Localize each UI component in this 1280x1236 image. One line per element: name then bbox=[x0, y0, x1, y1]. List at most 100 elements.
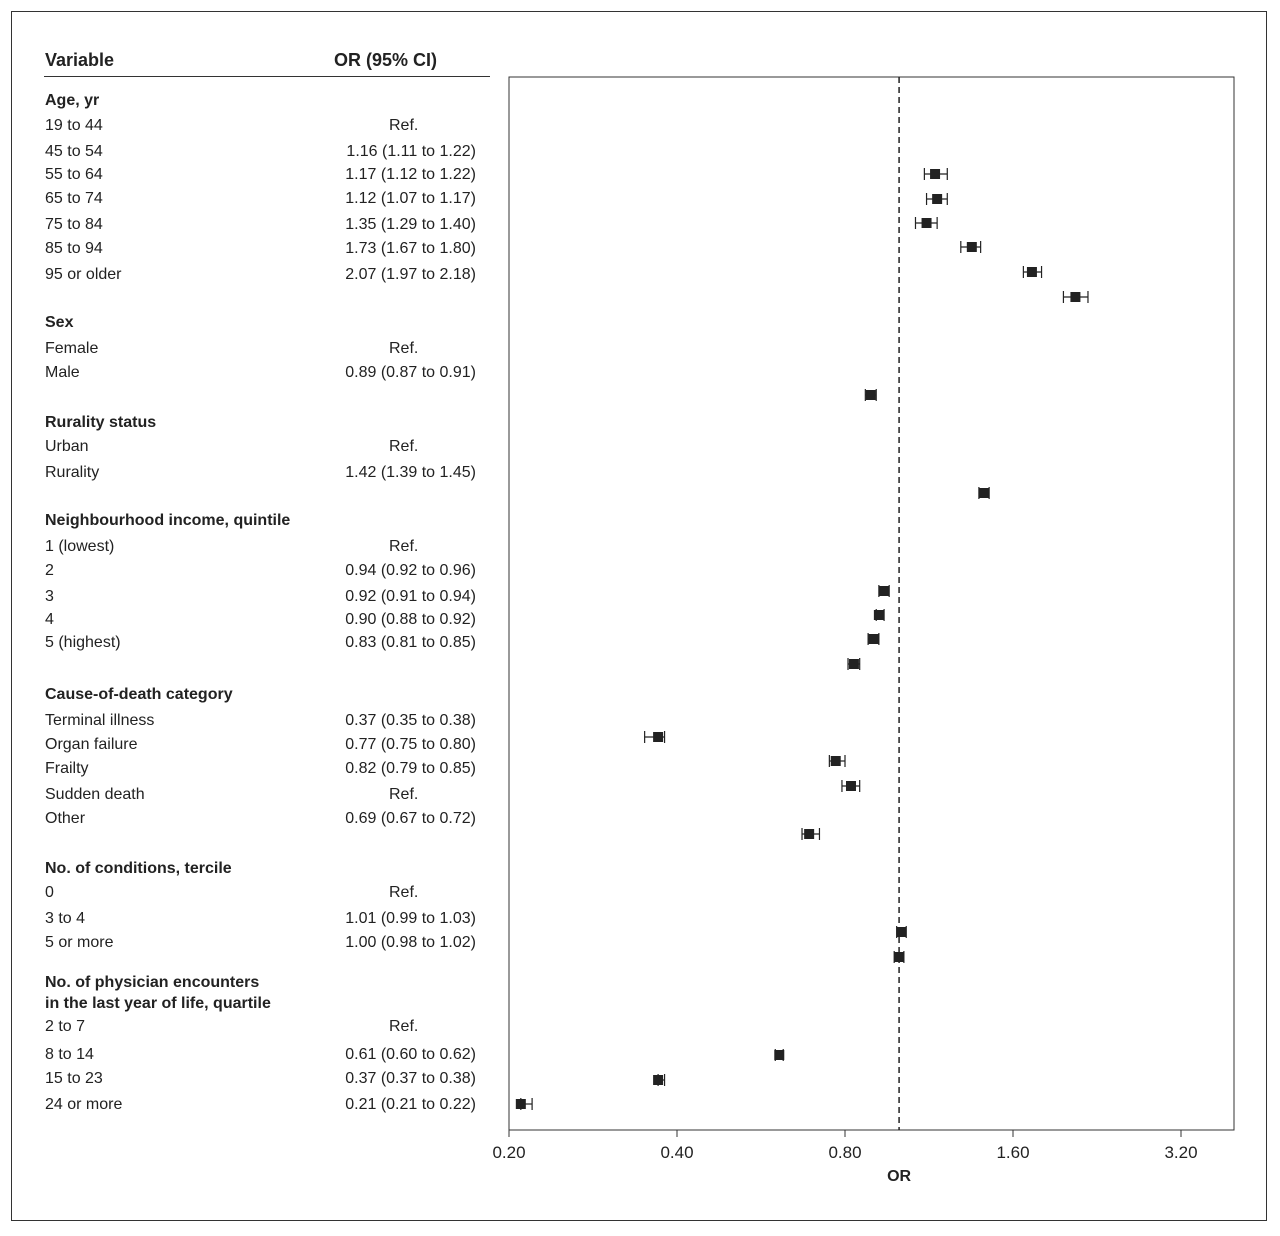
variable-label: 3 bbox=[45, 588, 54, 605]
forest-point bbox=[847, 658, 861, 670]
variable-label: 19 to 44 bbox=[45, 117, 103, 134]
group-heading: Cause-of-death category bbox=[45, 686, 233, 703]
variable-label: 8 to 14 bbox=[45, 1046, 94, 1063]
forest-point bbox=[828, 755, 846, 767]
or-ci-value: 0.21 (0.21 to 0.22) bbox=[345, 1096, 476, 1113]
group-heading: Age, yr bbox=[45, 92, 100, 109]
variable-label: Organ failure bbox=[45, 736, 138, 753]
forest-point bbox=[923, 168, 948, 180]
or-point-marker bbox=[921, 218, 932, 228]
or-ci-value: 0.82 (0.79 to 0.85) bbox=[345, 760, 476, 777]
forest-point bbox=[867, 633, 880, 645]
variable-label: 24 or more bbox=[45, 1096, 123, 1113]
or-point-marker bbox=[653, 732, 664, 742]
variable-label: 95 or older bbox=[45, 266, 122, 283]
forest-point bbox=[1062, 291, 1089, 303]
variable-label: 15 to 23 bbox=[45, 1070, 103, 1087]
or-ci-value: 0.94 (0.92 to 0.96) bbox=[345, 562, 476, 579]
or-ci-value: 0.92 (0.91 to 0.94) bbox=[345, 588, 476, 605]
reference-label: Ref. bbox=[389, 340, 419, 357]
or-point-marker bbox=[515, 1099, 526, 1109]
group-heading: in the last year of life, quartile bbox=[45, 995, 271, 1012]
or-point-marker bbox=[930, 169, 941, 179]
variable-label: Urban bbox=[45, 438, 89, 455]
variable-label: 0 bbox=[45, 884, 54, 901]
or-ci-value: 2.07 (1.97 to 2.18) bbox=[345, 266, 476, 283]
variable-label: Sudden death bbox=[45, 786, 145, 803]
forest-point bbox=[878, 585, 890, 597]
variable-label: 3 to 4 bbox=[45, 910, 86, 927]
or-ci-value: 1.16 (1.11 to 1.22) bbox=[346, 143, 476, 160]
variable-label: 85 to 94 bbox=[45, 240, 103, 257]
forest-point bbox=[644, 731, 666, 743]
forest-point bbox=[978, 487, 990, 499]
variable-label: 65 to 74 bbox=[45, 190, 103, 207]
group-heading: No. of physician encounters bbox=[45, 974, 260, 991]
reference-label: Ref. bbox=[389, 538, 419, 555]
reference-label: Ref. bbox=[389, 786, 419, 803]
header-rule bbox=[44, 76, 490, 77]
or-point-marker bbox=[774, 1050, 785, 1060]
variable-label: 55 to 64 bbox=[45, 166, 103, 183]
or-ci-value: 0.37 (0.35 to 0.38) bbox=[345, 712, 476, 729]
or-ci-value: 1.42 (1.39 to 1.45) bbox=[345, 464, 476, 481]
reference-label: Ref. bbox=[389, 1018, 419, 1035]
or-point-marker bbox=[653, 1075, 664, 1085]
forest-point bbox=[653, 1074, 666, 1086]
forest-point bbox=[873, 609, 885, 621]
variable-label: 1 (lowest) bbox=[45, 538, 115, 555]
group-heading: Neighbourhood income, quintile bbox=[45, 512, 291, 529]
or-point-marker bbox=[804, 829, 815, 839]
x-tick-label: 3.20 bbox=[1164, 1143, 1197, 1162]
forest-point bbox=[841, 780, 861, 792]
or-ci-value: 0.90 (0.88 to 0.92) bbox=[345, 611, 476, 628]
forest-point bbox=[1022, 266, 1043, 278]
header-variable: Variable bbox=[45, 50, 115, 70]
forest-point bbox=[925, 193, 948, 205]
or-ci-value: 1.00 (0.98 to 1.02) bbox=[345, 934, 476, 951]
or-point-marker bbox=[979, 488, 990, 498]
or-point-marker bbox=[873, 610, 884, 620]
variable-label: 4 bbox=[45, 611, 54, 628]
variable-label: 2 bbox=[45, 562, 54, 579]
variable-label: Male bbox=[45, 364, 80, 381]
or-point-marker bbox=[896, 927, 907, 937]
variable-label: Terminal illness bbox=[45, 712, 155, 729]
forest-point bbox=[515, 1098, 533, 1110]
variable-label: Frailty bbox=[45, 760, 89, 777]
or-point-marker bbox=[868, 634, 879, 644]
or-point-marker bbox=[879, 586, 890, 596]
variable-label: 2 to 7 bbox=[45, 1018, 86, 1035]
forest-point bbox=[960, 241, 982, 253]
x-tick-label: 0.80 bbox=[828, 1143, 861, 1162]
or-ci-value: 1.17 (1.12 to 1.22) bbox=[345, 166, 476, 183]
x-axis-label: OR bbox=[887, 1168, 911, 1185]
or-point-marker bbox=[865, 390, 876, 400]
or-point-marker bbox=[848, 659, 859, 669]
reference-label: Ref. bbox=[389, 438, 419, 455]
or-ci-value: 1.73 (1.67 to 1.80) bbox=[345, 240, 476, 257]
forest-marks bbox=[515, 168, 1089, 1110]
variable-label: Rurality bbox=[45, 464, 100, 481]
forest-point bbox=[896, 926, 907, 938]
or-ci-value: 1.35 (1.29 to 1.40) bbox=[345, 216, 476, 233]
or-ci-value: 0.77 (0.75 to 0.80) bbox=[345, 736, 476, 753]
variable-label: Other bbox=[45, 810, 86, 827]
forest-point bbox=[914, 217, 938, 229]
or-point-marker bbox=[932, 194, 943, 204]
group-heading: No. of conditions, tercile bbox=[45, 860, 232, 877]
or-ci-value: 0.37 (0.37 to 0.38) bbox=[345, 1070, 476, 1087]
or-point-marker bbox=[894, 952, 905, 962]
group-heading: Rurality status bbox=[45, 414, 157, 431]
forest-point bbox=[801, 828, 821, 840]
reference-label: Ref. bbox=[389, 884, 419, 901]
or-point-marker bbox=[830, 756, 841, 766]
forest-point bbox=[864, 389, 877, 401]
header-or-ci: OR (95% CI) bbox=[334, 50, 438, 70]
x-axis: 0.20 0.40 0.80 1.60 3.20 bbox=[492, 1130, 1198, 1162]
or-ci-value: 0.69 (0.67 to 0.72) bbox=[345, 810, 476, 827]
figure-frame bbox=[11, 11, 1267, 1221]
x-tick-label: 0.40 bbox=[660, 1143, 693, 1162]
x-tick-label: 1.60 bbox=[996, 1143, 1029, 1162]
